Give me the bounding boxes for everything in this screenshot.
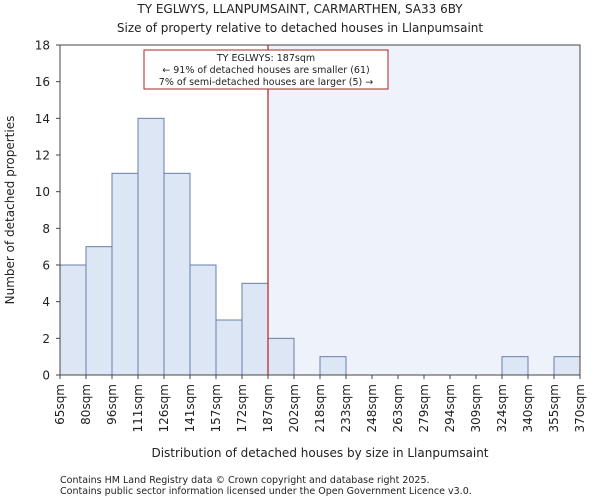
x-tick-label-187sqm: 187sqm bbox=[261, 384, 275, 432]
bar-172sqm bbox=[241, 282, 269, 376]
x-tick-label-324sqm: 324sqm bbox=[495, 384, 509, 432]
bar-141sqm bbox=[189, 264, 217, 376]
chart-title-line2: Size of property relative to detached ho… bbox=[117, 21, 483, 35]
x-tick-label-111sqm: 111sqm bbox=[131, 384, 145, 432]
y-tick-label-0: 0 bbox=[42, 369, 50, 383]
x-tick-label-370sqm: 370sqm bbox=[573, 384, 587, 432]
x-tick-label-126sqm: 126sqm bbox=[157, 384, 171, 432]
x-axis-label: Distribution of detached houses by size … bbox=[151, 446, 488, 460]
x-tick-label-355sqm: 355sqm bbox=[547, 384, 561, 432]
annotation-line3: 7% of semi-detached houses are larger (5… bbox=[159, 77, 373, 88]
x-tick-label-80sqm: 80sqm bbox=[79, 384, 93, 425]
x-tick-label-202sqm: 202sqm bbox=[287, 384, 301, 432]
x-tick-label-141sqm: 141sqm bbox=[183, 384, 197, 432]
y-tick-label-6: 6 bbox=[42, 259, 50, 273]
bar-187sqm bbox=[267, 337, 295, 376]
chart-title-line1: TY EGLWYS, LLANPUMSAINT, CARMARTHEN, SA3… bbox=[136, 2, 463, 16]
bar-157sqm bbox=[215, 319, 243, 376]
bar-126sqm bbox=[163, 172, 191, 376]
y-tick-label-16: 16 bbox=[35, 75, 50, 89]
annotation-line1: TY EGLWYS: 187sqm bbox=[216, 53, 315, 64]
footer-line1: Contains HM Land Registry data © Crown c… bbox=[60, 475, 430, 486]
x-tick-label-96sqm: 96sqm bbox=[105, 384, 119, 425]
y-tick-label-18: 18 bbox=[35, 39, 50, 53]
x-tick-label-248sqm: 248sqm bbox=[365, 384, 379, 432]
y-tick-label-14: 14 bbox=[35, 112, 50, 126]
x-tick-label-172sqm: 172sqm bbox=[235, 384, 249, 432]
bar-355sqm bbox=[553, 356, 581, 376]
y-tick-label-4: 4 bbox=[42, 295, 50, 309]
x-tick-label-279sqm: 279sqm bbox=[417, 384, 431, 432]
y-tick-label-12: 12 bbox=[35, 149, 50, 163]
x-tick-label-294sqm: 294sqm bbox=[443, 384, 457, 432]
x-tick-label-65sqm: 65sqm bbox=[53, 384, 67, 425]
x-tick-label-157sqm: 157sqm bbox=[209, 384, 223, 432]
bar-218sqm bbox=[319, 356, 347, 376]
bar-324sqm bbox=[501, 356, 529, 376]
y-tick-label-8: 8 bbox=[42, 222, 50, 236]
x-tick-label-233sqm: 233sqm bbox=[339, 384, 353, 432]
footer-line2: Contains public sector information licen… bbox=[60, 486, 472, 497]
bar-65sqm bbox=[59, 264, 87, 376]
bar-80sqm bbox=[85, 246, 113, 376]
plot-area: 0 2 4 6 8 10 12 14 16 18 65sqm 80sqm 96sqm 111sqm 126… bbox=[35, 39, 587, 433]
x-tick-label-218sqm: 218sqm bbox=[313, 384, 327, 432]
highlight-region bbox=[268, 45, 580, 375]
y-axis-label: Number of detached properties bbox=[3, 116, 17, 305]
y-tick-label-2: 2 bbox=[42, 332, 50, 346]
y-tick-label-10: 10 bbox=[35, 185, 50, 199]
annotation-frame bbox=[143, 49, 389, 90]
x-tick-label-340sqm: 340sqm bbox=[521, 384, 535, 432]
x-tick-label-263sqm: 263sqm bbox=[391, 384, 405, 432]
annotation-box: TY EGLWYS: 187sqm ← 91% of detached hous… bbox=[143, 49, 389, 90]
annotation-line2: ← 91% of detached houses are smaller (61… bbox=[162, 65, 369, 76]
bar-96sqm bbox=[111, 172, 139, 376]
bar-111sqm bbox=[137, 117, 165, 376]
x-tick-label-309sqm: 309sqm bbox=[469, 384, 483, 432]
